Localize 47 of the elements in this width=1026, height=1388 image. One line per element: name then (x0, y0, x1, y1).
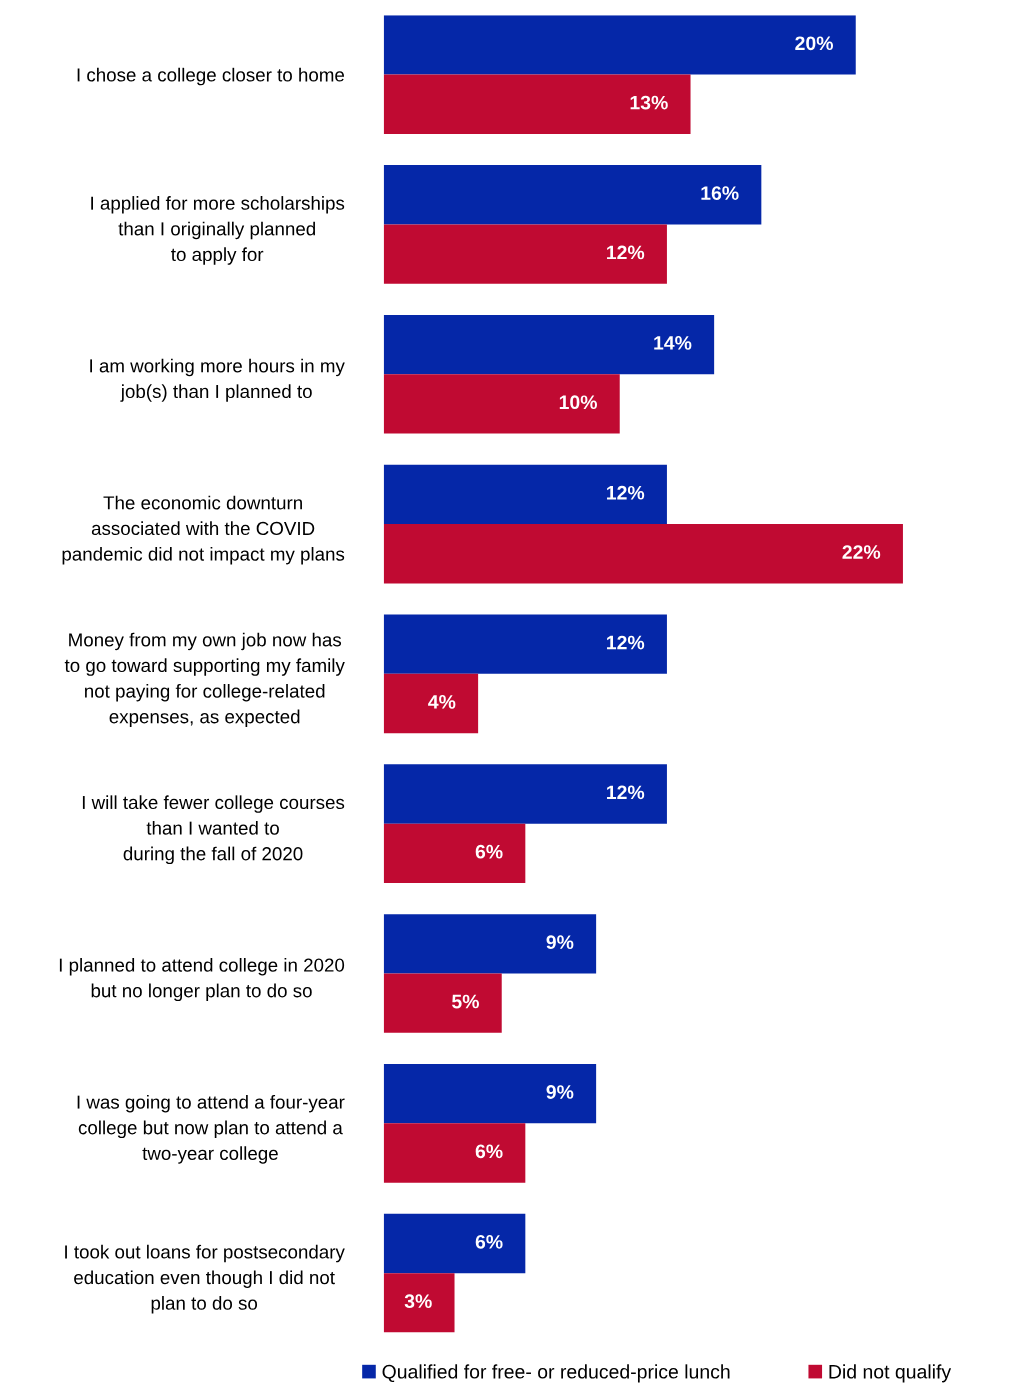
bar (383, 673, 479, 734)
data-label: 12% (607, 245, 645, 260)
data-label: 14% (654, 336, 692, 350)
data-label: 10% (559, 395, 597, 410)
bar (383, 524, 903, 584)
data-label: 16% (701, 186, 739, 200)
y-tick-label: I chose a college closer to home (77, 67, 345, 86)
data-label: 5% (452, 994, 479, 1009)
y-tick-label: Money from my own job now has to go toward supporting my family not paying for college-related expenses, as expected (64, 632, 345, 728)
data-label: 9% (546, 935, 574, 950)
legend-label: Qualified for free- or reduced-price lunch (382, 1364, 730, 1383)
data-label: 12% (607, 635, 645, 650)
y-tick-label: I will take fewer college courses than I wanted to during the fall of 2020 (82, 795, 345, 865)
y-tick-label: I applied for more scholarships than I originally planned to apply for (91, 196, 345, 265)
bar (383, 15, 856, 75)
data-label: 6% (475, 1234, 503, 1249)
bar (383, 224, 667, 284)
bar (383, 614, 667, 674)
bar (383, 823, 526, 884)
data-label: 4% (428, 695, 456, 709)
bar (383, 374, 620, 434)
bar (383, 1123, 526, 1183)
data-label: 22% (842, 545, 881, 559)
y-tick-label: I took out loans for postsecondary education even though I did not plan to do so (65, 1244, 345, 1314)
y-tick-label: I am working more hours in my job(s) than I planned to (90, 358, 345, 402)
legend-label: Did not qualify (829, 1364, 952, 1383)
bar (383, 464, 667, 525)
y-tick-label: I planned to attend college in 2020 but no longer plan to do so (59, 957, 345, 1002)
bar (383, 764, 667, 824)
data-label: 6% (475, 844, 503, 859)
y-tick-label: I was going to attend a four-year college but now plan to attend a two-year college (77, 1094, 345, 1164)
data-label: 6% (475, 1144, 503, 1159)
data-label: 3% (404, 1294, 432, 1309)
bar (383, 1213, 526, 1274)
bar (383, 165, 762, 225)
bar (383, 1063, 597, 1124)
bar (383, 914, 597, 974)
y-tick-label: The economic downturn associated with the COVID pandemic did not impact my plans (62, 495, 345, 565)
data-label: 9% (546, 1085, 574, 1099)
data-label: 20% (795, 36, 834, 51)
bar (383, 74, 691, 134)
data-label: 12% (607, 485, 645, 500)
data-label: 13% (630, 95, 668, 110)
bar (383, 1273, 455, 1333)
data-label: 12% (607, 785, 645, 800)
bar (383, 973, 502, 1033)
bar (383, 314, 715, 375)
